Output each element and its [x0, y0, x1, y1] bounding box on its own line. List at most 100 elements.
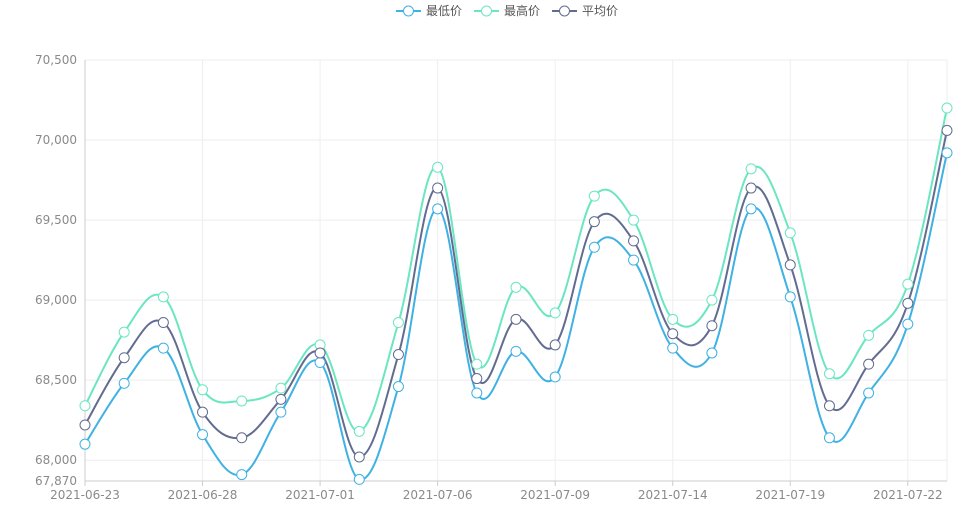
data-point[interactable] — [549, 307, 561, 319]
y-axis-tick-label: 68,500 — [35, 373, 77, 387]
data-point[interactable] — [236, 395, 248, 407]
y-axis-tick-label: 70,000 — [35, 133, 77, 147]
data-point[interactable] — [79, 400, 91, 412]
data-point[interactable] — [353, 425, 365, 437]
data-point[interactable] — [902, 297, 914, 309]
data-point[interactable] — [79, 419, 91, 431]
legend-marker — [481, 5, 492, 17]
data-point[interactable] — [471, 387, 483, 399]
data-point[interactable] — [745, 163, 757, 175]
data-point[interactable] — [353, 451, 365, 463]
data-point[interactable] — [784, 291, 796, 303]
data-point[interactable] — [745, 182, 757, 194]
data-point[interactable] — [275, 382, 287, 394]
legend-item[interactable]: 平均价 — [552, 4, 618, 18]
x-axis-tick-label: 2021-07-22 — [873, 488, 943, 502]
data-point[interactable] — [79, 438, 91, 450]
x-axis-tick-label: 2021-07-01 — [285, 488, 355, 502]
legend-label: 平均价 — [582, 4, 618, 18]
x-axis-tick-label: 2021-07-19 — [755, 488, 825, 502]
legend-item[interactable]: 最低价 — [396, 4, 462, 18]
data-point[interactable] — [118, 377, 130, 389]
data-point[interactable] — [432, 203, 444, 215]
series-points-1 — [79, 102, 953, 437]
data-point[interactable] — [314, 357, 326, 369]
series-line-1 — [84, 107, 948, 433]
data-point[interactable] — [823, 400, 835, 412]
series-points-2 — [79, 124, 953, 463]
y-axis-tick-label: 67,870 — [35, 474, 77, 488]
x-axis-tick-label: 2021-06-28 — [168, 488, 238, 502]
x-axis-tick-label: 2021-06-23 — [50, 488, 120, 502]
data-point[interactable] — [667, 328, 679, 340]
data-point[interactable] — [902, 318, 914, 330]
data-point[interactable] — [510, 345, 522, 357]
data-point[interactable] — [392, 349, 404, 361]
data-point[interactable] — [706, 294, 718, 306]
y-axis-tick-label: 69,000 — [35, 293, 77, 307]
data-point[interactable] — [118, 326, 130, 338]
data-point[interactable] — [197, 384, 209, 396]
data-point[interactable] — [471, 373, 483, 385]
data-point[interactable] — [667, 342, 679, 354]
data-point[interactable] — [823, 368, 835, 380]
x-axis-tick-label: 2021-07-14 — [638, 488, 708, 502]
data-point[interactable] — [236, 469, 248, 481]
legend-label: 最高价 — [504, 3, 540, 18]
data-point[interactable] — [157, 291, 169, 303]
data-point[interactable] — [118, 352, 130, 364]
data-point[interactable] — [706, 320, 718, 332]
data-point[interactable] — [784, 227, 796, 239]
data-point[interactable] — [353, 473, 365, 485]
data-point[interactable] — [863, 358, 875, 370]
data-point[interactable] — [510, 281, 522, 293]
data-point[interactable] — [745, 203, 757, 215]
data-point[interactable] — [432, 182, 444, 194]
data-point[interactable] — [432, 161, 444, 173]
legend: 最低价 最高价 平均价 — [396, 3, 618, 18]
data-point[interactable] — [902, 278, 914, 290]
data-point[interactable] — [941, 147, 953, 159]
data-point[interactable] — [157, 342, 169, 354]
data-point[interactable] — [588, 216, 600, 228]
y-axis-tick-label: 70,500 — [35, 53, 77, 67]
data-point[interactable] — [863, 329, 875, 341]
data-point[interactable] — [588, 241, 600, 253]
data-point[interactable] — [197, 406, 209, 418]
data-point[interactable] — [863, 387, 875, 399]
data-point[interactable] — [941, 124, 953, 136]
data-point[interactable] — [236, 432, 248, 444]
data-point[interactable] — [628, 214, 640, 226]
y-axis-tick-label: 69,500 — [35, 213, 77, 227]
legend-marker — [403, 5, 414, 17]
data-point[interactable] — [197, 429, 209, 441]
data-point[interactable] — [471, 358, 483, 370]
legend-item[interactable]: 最高价 — [474, 3, 540, 18]
data-point[interactable] — [314, 347, 326, 359]
data-point[interactable] — [628, 254, 640, 266]
data-point[interactable] — [549, 339, 561, 351]
data-point[interactable] — [275, 393, 287, 405]
data-point[interactable] — [588, 190, 600, 202]
legend-marker — [559, 5, 570, 17]
legend-label: 最低价 — [426, 4, 462, 18]
x-axis-tick-label: 2021-07-06 — [403, 488, 473, 502]
grid-lines — [85, 59, 948, 481]
data-point[interactable] — [628, 235, 640, 247]
data-point[interactable] — [275, 406, 287, 418]
data-point[interactable] — [392, 317, 404, 329]
y-axis-tick-label: 68,000 — [35, 453, 77, 467]
data-point[interactable] — [823, 432, 835, 444]
data-point[interactable] — [510, 313, 522, 325]
data-point[interactable] — [667, 313, 679, 325]
series-points-0 — [79, 147, 953, 485]
data-point[interactable] — [706, 347, 718, 359]
x-axis-tick-label: 2021-07-09 — [520, 488, 590, 502]
data-point[interactable] — [784, 259, 796, 271]
data-point[interactable] — [157, 317, 169, 329]
data-point[interactable] — [392, 381, 404, 393]
data-point[interactable] — [941, 102, 953, 114]
data-point[interactable] — [549, 371, 561, 383]
